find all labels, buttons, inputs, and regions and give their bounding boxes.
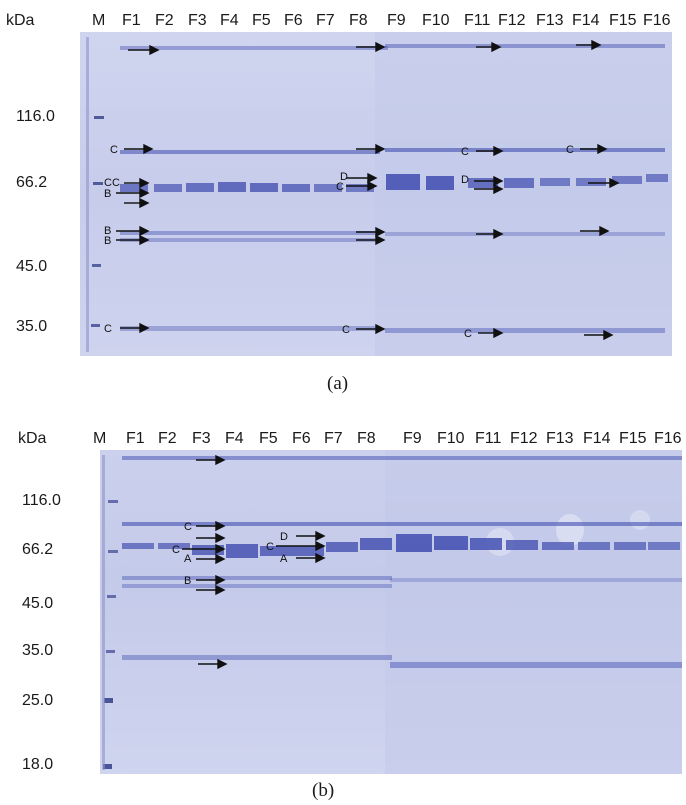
panel-a-lane-label-f10: F10	[422, 12, 450, 29]
panel-b-marker-45: 45.0	[22, 595, 54, 612]
panel-b-lane-label-f10: F10	[437, 430, 465, 447]
panel-a-kda-label: kDa	[6, 12, 35, 29]
panel-a-lane-label-f14: F14	[572, 12, 600, 29]
svg-text:C: C	[266, 541, 274, 553]
svg-text:C: C	[566, 144, 574, 156]
svg-text:B: B	[104, 225, 111, 237]
panel-a-caption: (a)	[327, 373, 349, 394]
marker-lane-a	[86, 37, 104, 352]
panel-a-lane-label-f13: F13	[536, 12, 564, 29]
gel-image-b: C C A B D C A	[100, 450, 682, 774]
panel-b-lane-label-f7: F7	[324, 430, 343, 447]
panel-a-lane-label-f1: F1	[122, 12, 141, 29]
panel-b-lane-label-f4: F4	[225, 430, 244, 447]
panel-b-lane-label-f12: F12	[510, 430, 538, 447]
gel-image-a: C C B B B C D C C C D C C C	[80, 32, 672, 356]
panel-b-caption: (b)	[312, 780, 335, 801]
panel-b-lane-label-f15: F15	[619, 430, 647, 447]
panel-b-lane-label-f5: F5	[259, 430, 278, 447]
panel-a-lane-label-f9: F9	[387, 12, 406, 29]
panel-b-lane-label-f2: F2	[158, 430, 177, 447]
svg-text:D: D	[461, 174, 469, 186]
panel-b-lane-label-f3: F3	[192, 430, 211, 447]
panel-b-lane-label-f8: F8	[357, 430, 376, 447]
panel-b-lane-label-f16: F16	[654, 430, 682, 447]
svg-text:C: C	[461, 146, 469, 158]
svg-text:C: C	[172, 544, 180, 556]
svg-text:C: C	[336, 181, 344, 193]
panel-a-lane-label-f7: F7	[316, 12, 335, 29]
panel-a-lane-label-f11: F11	[464, 12, 491, 29]
panel-b-lane-label-f14: F14	[583, 430, 611, 447]
svg-text:C: C	[342, 324, 350, 336]
panel-b-marker-35: 35.0	[22, 642, 54, 659]
band-arrows-a	[116, 39, 620, 341]
panel-a-lane-label-m: M	[92, 12, 106, 29]
panel-a-lane-label-f4: F4	[220, 12, 239, 29]
panel-b-marker-18: 18.0	[22, 756, 54, 773]
panel-a-marker-35: 35.0	[16, 318, 48, 335]
svg-text:B: B	[104, 235, 111, 247]
panel-b-lane-label-f1: F1	[126, 430, 145, 447]
panel-a-lane-label-f2: F2	[155, 12, 174, 29]
lane-bands-b	[122, 456, 682, 668]
panel-a-lane-label-f6: F6	[284, 12, 303, 29]
svg-text:D: D	[340, 171, 348, 183]
panel-a-lane-label-f3: F3	[188, 12, 207, 29]
lane-bands-a	[120, 44, 668, 333]
panel-b-marker-25: 25.0	[22, 692, 54, 709]
panel-b-kda-label: kDa	[18, 430, 47, 447]
panel-a-marker-116: 116.0	[16, 108, 55, 125]
marker-lane-b	[102, 455, 118, 770]
panel-a-lane-label-f12: F12	[498, 12, 526, 29]
svg-text:A: A	[280, 553, 288, 565]
panel-b-marker-116: 116.0	[22, 492, 61, 509]
panel-a-lane-label-f15: F15	[609, 12, 637, 29]
svg-text:C: C	[184, 521, 192, 533]
svg-text:A: A	[184, 553, 192, 565]
svg-text:D: D	[280, 531, 288, 543]
band-letters-b: C C A B D C A	[172, 521, 288, 587]
panel-a-lane-label-f8: F8	[349, 12, 368, 29]
svg-text:B: B	[184, 575, 191, 587]
svg-text:C: C	[464, 328, 472, 340]
panel-a-lane-label-f16: F16	[643, 12, 671, 29]
band-letters-a: C C B B B C D C C C D C C C	[104, 144, 574, 340]
svg-text:C: C	[104, 177, 112, 189]
panel-b-lane-label-f9: F9	[403, 430, 422, 447]
panel-b-lane-label-f13: F13	[546, 430, 574, 447]
svg-text:C: C	[104, 323, 112, 335]
panel-b-lane-label-f11: F11	[475, 430, 502, 447]
panel-b-lane-label-m: M	[93, 430, 107, 447]
band-arrows-b	[182, 454, 326, 670]
svg-text:C: C	[112, 177, 120, 189]
svg-text:C: C	[110, 144, 118, 156]
panel-b-lane-label-f6: F6	[292, 430, 311, 447]
svg-text:B: B	[104, 188, 111, 200]
panel-a-lane-label-f5: F5	[252, 12, 271, 29]
panel-a-marker-45: 45.0	[16, 258, 48, 275]
panel-a-marker-66: 66.2	[16, 174, 48, 191]
panel-b-marker-66: 66.2	[22, 541, 54, 558]
